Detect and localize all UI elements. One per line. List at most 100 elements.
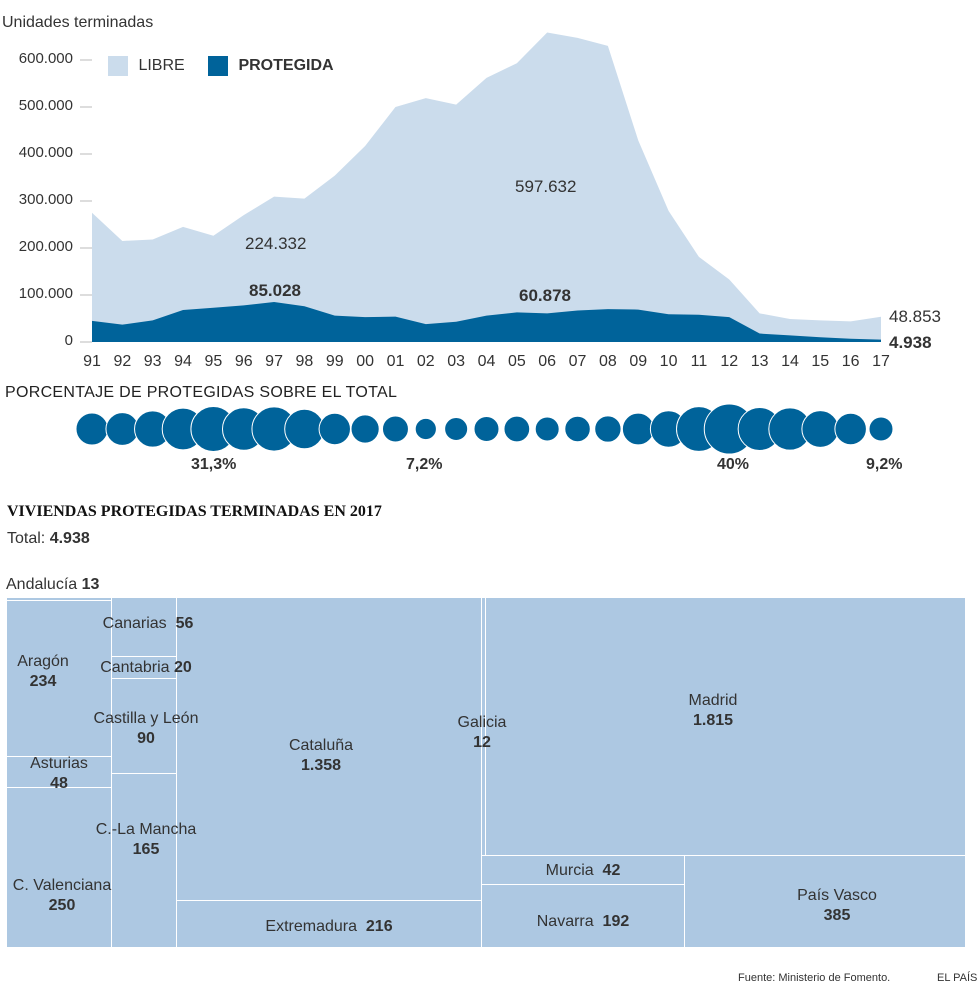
x-tick-label: 98 <box>296 353 314 370</box>
region-name: C. Valenciana <box>12 877 112 894</box>
x-tick-label: 92 <box>113 353 131 370</box>
y-tick-label: 300.000 <box>18 191 73 208</box>
treemap-cell-pais-vasco <box>684 855 966 948</box>
x-tick-label: 99 <box>326 353 344 370</box>
y-tick-label: 500.000 <box>18 97 73 114</box>
treemap-cell-c-la-mancha <box>111 773 177 948</box>
x-tick-label: 08 <box>599 353 617 370</box>
bubble-mark <box>564 415 591 443</box>
bubble-row <box>75 403 894 455</box>
x-tick-label: 91 <box>83 353 101 370</box>
region-value: 56 <box>175 615 194 632</box>
treemap-label-murcia: Murcia 42 <box>481 861 685 881</box>
bubble-section-title: PORCENTAJE DE PROTEGIDAS SOBRE EL TOTAL <box>5 384 398 401</box>
treemap-cell-cvalenciana <box>6 787 112 948</box>
bubble-mark <box>473 416 500 442</box>
bubble-mark <box>534 416 560 442</box>
treemap-label-canarias: Canarias 56 <box>92 614 204 634</box>
x-tick-label: 11 <box>691 353 708 370</box>
area-libre <box>92 32 881 342</box>
annotation-protegida-97: 85.028 <box>249 281 301 300</box>
bubble-label-12: 40% <box>717 456 750 473</box>
bubble-mark <box>350 414 380 444</box>
y-tick-label: 100.000 <box>18 285 73 302</box>
legend-protegida: PROTEGIDA <box>208 56 334 76</box>
treemap-label-c-la-mancha: C.-La Mancha 165 <box>86 820 206 860</box>
treemap-label-madrid: Madrid 1.815 <box>653 691 773 731</box>
y-axis-title: Unidades terminadas <box>2 14 154 31</box>
annotation-protegida-06: 60.878 <box>519 286 571 305</box>
region-value: 165 <box>132 841 160 858</box>
x-tick-label: 93 <box>144 353 162 370</box>
x-tick-label: 13 <box>751 353 769 370</box>
x-tick-label: 02 <box>417 353 435 370</box>
region-name: Madrid <box>688 692 738 709</box>
legend-protegida-label: PROTEGIDA <box>238 57 334 74</box>
x-tick-label: 09 <box>629 353 647 370</box>
bubble-mark <box>318 412 351 446</box>
region-name: Aragón <box>17 653 69 670</box>
treemap-label-galicia: Galicia 12 <box>432 713 532 753</box>
source-note: Fuente: Ministerio de Fomento. <box>738 972 891 984</box>
treemap-cell-navarra <box>481 884 685 948</box>
region-value: 1.358 <box>300 757 342 774</box>
bubble-label-97: 31,3% <box>191 456 237 473</box>
x-tick-label: 12 <box>720 353 738 370</box>
treemap-label-extremadura: Extremadura 216 <box>176 917 482 937</box>
treemap-label-cataluna: Cataluña 1.358 <box>246 736 396 776</box>
treemap-label-andalucia: Andalucía 13 <box>6 576 99 594</box>
x-tick-label: 01 <box>387 353 405 370</box>
x-tick-label: 10 <box>660 353 678 370</box>
bubble-mark <box>801 410 840 448</box>
region-name: Cataluña <box>288 737 354 754</box>
region-name: C.-La Mancha <box>95 821 197 838</box>
treemap-total-label: Total: <box>7 530 46 547</box>
treemap-cell-cataluna <box>176 597 482 901</box>
area-protegida <box>92 302 881 342</box>
area-chart: 91 92 93 94 95 96 97 98 99 00 01 02 03 04 05 06 07 08 09 10… <box>75 32 894 455</box>
bubble-mark <box>444 416 469 442</box>
treemap-label-navarra: Navarra 192 <box>481 912 685 932</box>
treemap-cell-aragon <box>6 600 112 757</box>
region-name: Castilla y León <box>93 710 199 727</box>
treemap-cell-canarias <box>111 597 177 657</box>
y-tick-label: 0 <box>64 332 73 349</box>
treemap-label-castilla-leon: Castilla y León 90 <box>86 709 206 749</box>
treemap-cell-madrid <box>485 597 966 856</box>
bubble-mark <box>868 416 894 442</box>
bubble-mark <box>284 408 325 450</box>
x-tick-label: 16 <box>842 353 860 370</box>
x-tick-label: 15 <box>811 353 829 370</box>
bubble-mark <box>594 415 622 443</box>
y-tick-label: 200.000 <box>18 238 73 255</box>
y-gridlines <box>80 59 92 343</box>
region-name: Cantabria <box>100 659 170 676</box>
bubble-label-17: 9,2% <box>866 456 903 473</box>
treemap-title: VIVIENDAS PROTEGIDAS TERMINADAS EN 2017 <box>7 503 382 520</box>
region-name: País Vasco <box>797 887 877 904</box>
x-tick-label: 14 <box>781 353 799 370</box>
legend-libre: LIBRE <box>108 56 185 76</box>
treemap-label-pais-vasco: País Vasco 385 <box>767 886 907 926</box>
region-name: Canarias <box>102 615 167 632</box>
legend-protegida-swatch <box>208 56 228 76</box>
legend-libre-swatch <box>108 56 128 76</box>
region-value: 90 <box>137 730 155 747</box>
treemap-cell-asturias <box>6 756 112 788</box>
treemap-total: Total: 4.938 <box>7 530 90 548</box>
region-value: 20 <box>174 659 192 676</box>
region-name: Extremadura <box>265 918 357 935</box>
treemap-label-asturias: Asturias 48 <box>6 754 112 794</box>
x-tick-label: 07 <box>569 353 587 370</box>
region-value: 216 <box>365 918 393 935</box>
annotation-libre-06: 597.632 <box>515 177 577 196</box>
x-tick-label: 95 <box>204 353 222 370</box>
annotation-protegida-17: 4.938 <box>889 333 932 352</box>
x-tick-label: 97 <box>265 353 283 370</box>
bubble-mark <box>414 417 437 441</box>
y-tick-label: 600.000 <box>18 50 73 67</box>
x-tick-label: 04 <box>478 353 496 370</box>
x-tick-labels: 91 92 93 94 95 96 97 98 99 00 01 02 03 04 05 06 07 08 09 10… <box>83 353 890 370</box>
treemap-label-aragon: Aragón 234 <box>6 652 80 692</box>
bubble-mark <box>75 412 109 446</box>
